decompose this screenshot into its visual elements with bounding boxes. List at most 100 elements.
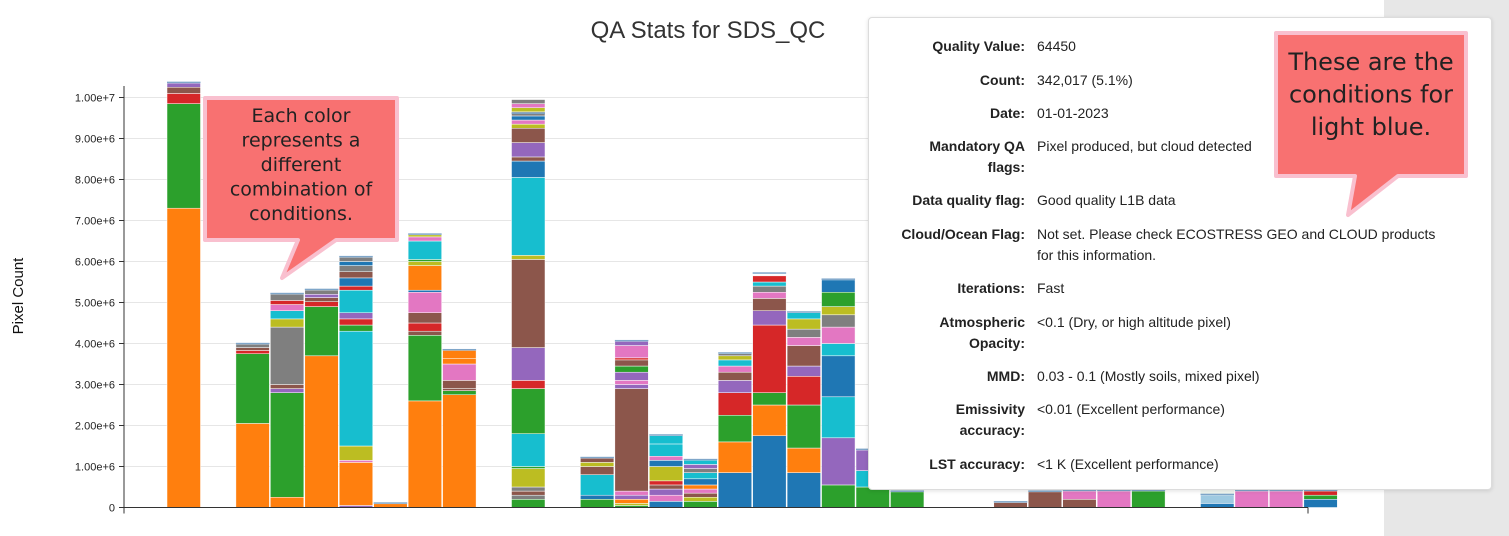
bar-segment[interactable]	[649, 501, 684, 508]
bar-segment[interactable]	[304, 289, 339, 295]
bar-cap[interactable]	[1062, 489, 1097, 492]
bar-segment[interactable]	[339, 289, 373, 314]
bar-segment[interactable]	[786, 345, 821, 367]
bar-segment[interactable]	[442, 363, 477, 381]
bar-segment[interactable]	[683, 472, 718, 480]
bar-segment[interactable]	[511, 490, 546, 496]
bar-cap[interactable]	[718, 352, 752, 354]
bar-segment[interactable]	[752, 404, 787, 436]
bar-segment[interactable]	[339, 265, 373, 273]
bar-cap[interactable]	[614, 339, 649, 342]
bar-segment[interactable]	[683, 478, 718, 486]
bar-segment[interactable]	[235, 350, 270, 355]
bar-segment[interactable]	[786, 328, 821, 338]
bar-segment[interactable]	[1062, 490, 1097, 500]
bar-segment[interactable]	[993, 502, 1028, 508]
bar-segment[interactable]	[270, 392, 305, 498]
bar-segment[interactable]	[786, 404, 821, 449]
bar-segment[interactable]	[752, 324, 787, 393]
bar-segment[interactable]	[752, 275, 787, 283]
stacked-bar[interactable]	[821, 278, 856, 508]
bar-segment[interactable]	[511, 123, 546, 129]
bar-segment[interactable]	[511, 142, 546, 158]
stacked-bar[interactable]	[1028, 490, 1062, 508]
bar-cap[interactable]	[270, 292, 304, 295]
bar-segment[interactable]	[1303, 490, 1338, 496]
bar-segment[interactable]	[821, 292, 856, 307]
bar-segment[interactable]	[752, 281, 787, 287]
bar-segment[interactable]	[1234, 490, 1269, 508]
bar-segment[interactable]	[717, 353, 752, 357]
bar-segment[interactable]	[339, 324, 373, 332]
bar-cap[interactable]	[167, 81, 201, 84]
bar-segment[interactable]	[511, 160, 546, 178]
bar-segment[interactable]	[511, 468, 546, 488]
bar-segment[interactable]	[580, 499, 615, 508]
bar-segment[interactable]	[270, 388, 305, 393]
stacked-bar[interactable]	[270, 292, 305, 508]
stacked-bar[interactable]	[683, 458, 718, 508]
stacked-bar[interactable]	[166, 81, 201, 508]
bar-segment[interactable]	[580, 466, 615, 475]
bar-cap[interactable]	[1234, 489, 1269, 492]
bar-segment[interactable]	[407, 240, 442, 260]
bar-segment[interactable]	[855, 486, 890, 508]
bar-segment[interactable]	[339, 330, 373, 447]
bar-segment[interactable]	[821, 437, 856, 486]
bar-segment[interactable]	[235, 423, 270, 508]
bar-segment[interactable]	[339, 445, 373, 461]
bar-segment[interactable]	[442, 388, 477, 391]
stacked-bar[interactable]	[1096, 489, 1131, 508]
bar-segment[interactable]	[821, 326, 856, 344]
bar-segment[interactable]	[580, 494, 615, 500]
bar-segment[interactable]	[752, 310, 787, 326]
stacked-bar[interactable]	[786, 311, 821, 508]
bar-segment[interactable]	[270, 497, 305, 508]
bar-cap[interactable]	[1097, 489, 1131, 492]
bar-segment[interactable]	[339, 261, 373, 266]
bar-cap[interactable]	[304, 288, 339, 291]
bar-segment[interactable]	[614, 380, 649, 385]
bar-cap[interactable]	[408, 233, 442, 235]
bar-segment[interactable]	[821, 343, 856, 357]
bar-segment[interactable]	[717, 392, 752, 416]
bar-segment[interactable]	[786, 318, 821, 330]
bar-segment[interactable]	[511, 128, 546, 143]
bar-segment[interactable]	[166, 82, 201, 88]
bar-segment[interactable]	[511, 115, 546, 121]
bar-segment[interactable]	[442, 380, 477, 389]
bar-segment[interactable]	[786, 312, 821, 320]
bar-segment[interactable]	[614, 365, 649, 373]
bar-segment[interactable]	[166, 207, 201, 508]
stacked-bar[interactable]	[1200, 493, 1235, 508]
bar-segment[interactable]	[511, 156, 546, 162]
bar-segment[interactable]	[821, 484, 856, 508]
bar-segment[interactable]	[339, 285, 373, 291]
bar-segment[interactable]	[717, 355, 752, 361]
bar-segment[interactable]	[1096, 490, 1131, 508]
bar-segment[interactable]	[717, 371, 752, 381]
bar-segment[interactable]	[580, 458, 615, 463]
bar-segment[interactable]	[339, 257, 373, 262]
bar-segment[interactable]	[270, 300, 305, 305]
bar-segment[interactable]	[649, 460, 684, 467]
bar-segment[interactable]	[649, 443, 684, 457]
bar-segment[interactable]	[511, 380, 546, 389]
bar-segment[interactable]	[786, 447, 821, 473]
stacked-bar[interactable]	[373, 502, 408, 508]
bar-segment[interactable]	[339, 312, 373, 320]
bar-cap[interactable]	[373, 502, 408, 504]
bar-segment[interactable]	[442, 358, 477, 365]
bar-segment[interactable]	[1131, 490, 1166, 508]
stacked-bar[interactable]	[304, 288, 339, 508]
bar-segment[interactable]	[614, 388, 649, 492]
bar-segment[interactable]	[373, 503, 408, 508]
bar-segment[interactable]	[752, 435, 787, 508]
bar-segment[interactable]	[649, 494, 684, 502]
bar-segment[interactable]	[1062, 499, 1097, 508]
bar-segment[interactable]	[235, 347, 270, 351]
bar-segment[interactable]	[442, 394, 477, 508]
stacked-bar[interactable]	[890, 490, 925, 508]
stacked-bar[interactable]	[1303, 489, 1338, 508]
bar-segment[interactable]	[683, 468, 718, 473]
